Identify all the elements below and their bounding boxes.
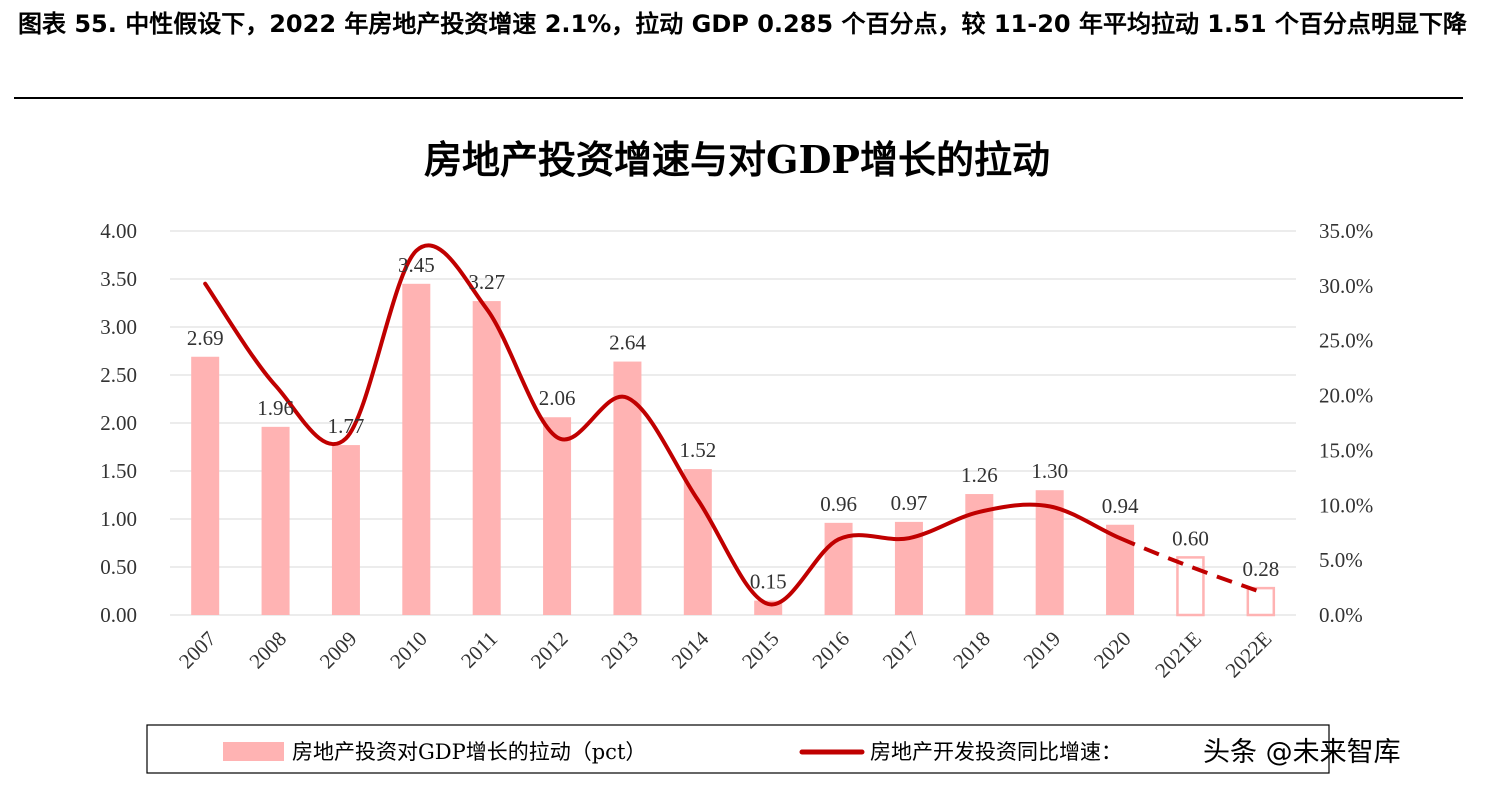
x-tick-label: 2015 xyxy=(737,627,784,674)
x-tick-label: 2011 xyxy=(456,627,502,673)
x-tick-label: 2017 xyxy=(878,627,925,674)
bar xyxy=(683,469,712,615)
x-axis-ticks: 2007 2008 2009 2010 2011 2012 2013 2014 2015 2016… xyxy=(174,626,1276,682)
right-tick-label: 25.0% xyxy=(1319,329,1373,353)
line-solid xyxy=(203,243,1123,607)
figure-caption: 图表 55. 中性假设下，2022 年房地产投资增速 2.1%，拉动 GDP 0… xyxy=(18,10,1467,38)
bar-estimate xyxy=(1246,586,1276,617)
right-tick-label: 10.0% xyxy=(1319,493,1373,517)
x-tick-label: 2022E xyxy=(1221,627,1277,683)
left-tick-label: 3.50 xyxy=(100,267,137,291)
bar-data-label: 2.69 xyxy=(187,326,224,350)
bar-estimate xyxy=(1176,556,1205,617)
chart-title: 房地产投资增速与对GDP增长的拉动 xyxy=(424,137,1050,182)
legend-frame xyxy=(146,724,1330,774)
left-axis-ticks: 0.00 0.50 1.00 1.50 2.00 2.50 3.00 3.50 4.00 xyxy=(100,219,137,627)
bar-data-label: 0.94 xyxy=(1102,494,1139,518)
bar-data-label: 3.27 xyxy=(468,270,505,294)
bar-data-label: 2.64 xyxy=(609,331,646,355)
right-tick-label: 30.0% xyxy=(1319,274,1373,298)
bar xyxy=(1035,490,1064,615)
left-tick-label: 1.50 xyxy=(100,459,137,483)
bar-data-label: 1.96 xyxy=(257,396,294,420)
bar-data-label: 1.30 xyxy=(1031,459,1068,483)
right-axis-ticks: 0.0% 5.0% 10.0% 15.0% 20.0% 25.0% 30.0% 35.0% xyxy=(1319,219,1373,627)
right-tick-label: 5.0% xyxy=(1319,548,1363,572)
bar xyxy=(261,426,290,615)
x-tick-label: 2012 xyxy=(526,627,573,674)
line-dashed-forecast xyxy=(1119,536,1262,594)
bar xyxy=(543,417,572,615)
caption-divider xyxy=(14,97,1463,99)
bar xyxy=(402,283,431,615)
left-tick-label: 3.00 xyxy=(100,315,137,339)
x-tick-label: 2021E xyxy=(1150,627,1206,683)
bar-data-label: 2.06 xyxy=(539,386,576,410)
legend-label-line: 房地产开发投资同比增速： xyxy=(870,740,1122,764)
bar xyxy=(472,301,501,615)
bar-data-label: 0.60 xyxy=(1172,526,1209,550)
legend-label-bar: 房地产投资对GDP增长的拉动（pct） xyxy=(292,740,646,764)
x-tick-label: 2009 xyxy=(315,627,362,674)
bar-data-label: 3.45 xyxy=(398,253,435,277)
x-tick-label: 2019 xyxy=(1019,627,1066,674)
line-series xyxy=(203,243,1262,607)
right-tick-label: 35.0% xyxy=(1319,219,1373,243)
x-tick-label: 2010 xyxy=(385,627,432,674)
bar-data-labels: 2.69 1.96 1.77 3.45 3.27 2.06 2.64 1.52 0.15 0.96… xyxy=(187,253,1279,594)
bar-data-label: 1.52 xyxy=(679,438,716,462)
legend-swatch-bar xyxy=(223,742,284,761)
legend: 房地产投资对GDP增长的拉动（pct） 房地产开发投资同比增速： xyxy=(146,724,1330,774)
bar xyxy=(191,356,220,615)
x-tick-label: 2020 xyxy=(1089,627,1136,674)
bar-data-label: 0.96 xyxy=(820,492,857,516)
x-tick-label: 2016 xyxy=(807,627,854,674)
right-tick-label: 0.0% xyxy=(1319,603,1363,627)
left-tick-label: 0.50 xyxy=(100,555,137,579)
x-tick-label: 2007 xyxy=(174,627,221,674)
right-tick-label: 15.0% xyxy=(1319,438,1373,462)
bar-series xyxy=(191,283,1276,617)
left-tick-label: 1.00 xyxy=(100,507,137,531)
x-tick-label: 2014 xyxy=(667,626,714,673)
bar-data-label: 0.28 xyxy=(1242,557,1279,581)
bar-data-label: 0.15 xyxy=(750,570,787,594)
left-tick-label: 4.00 xyxy=(100,219,137,243)
left-tick-label: 0.00 xyxy=(100,603,137,627)
bar-data-label: 1.26 xyxy=(961,463,998,487)
right-tick-label: 20.0% xyxy=(1319,384,1373,408)
left-tick-label: 2.50 xyxy=(100,363,137,387)
x-tick-label: 2013 xyxy=(596,627,643,674)
x-tick-label: 2018 xyxy=(948,627,995,674)
left-tick-label: 2.00 xyxy=(100,411,137,435)
bar-data-label: 1.77 xyxy=(328,414,365,438)
x-tick-label: 2008 xyxy=(244,627,291,674)
bar xyxy=(331,445,360,615)
watermark-text: 头条 @未来智库 xyxy=(1203,737,1401,768)
bar-data-label: 0.97 xyxy=(891,491,928,515)
